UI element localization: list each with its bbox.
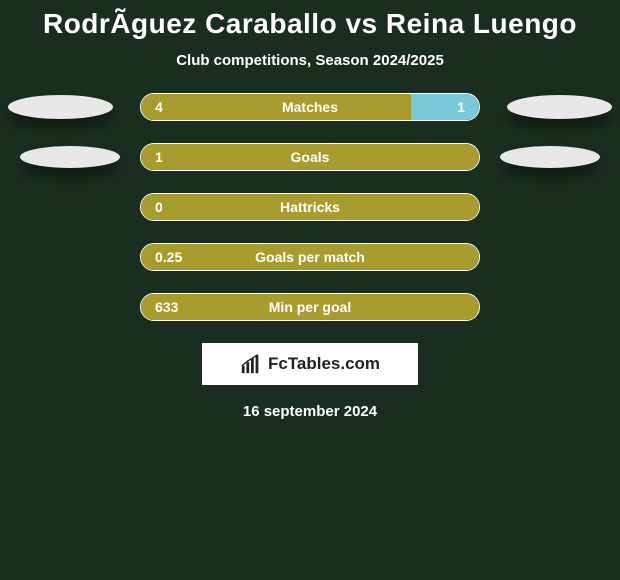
subtitle: Club competitions, Season 2024/2025 <box>0 52 620 69</box>
date-label: 16 september 2024 <box>0 403 620 420</box>
stat-bar: 633Min per goal <box>140 293 480 321</box>
stat-row: 633Min per goal <box>0 293 620 321</box>
logo-badge: FcTables.com <box>202 343 418 385</box>
stat-value-left: 4 <box>155 93 163 121</box>
stat-row: 0.25Goals per match <box>0 243 620 271</box>
player-shadow-right <box>507 95 612 119</box>
stat-value-left: 633 <box>155 293 178 321</box>
logo-text: FcTables.com <box>268 354 380 374</box>
comparison-card: RodrÃ­guez Caraballo vs Reina Luengo Clu… <box>0 0 620 420</box>
chart-icon <box>240 353 262 375</box>
stat-row: 1Goals <box>0 143 620 171</box>
bar-segment-left <box>141 294 479 320</box>
bar-segment-left <box>141 244 479 270</box>
stat-bar: 41Matches <box>140 93 480 121</box>
stats-list: 41Matches1Goals0Hattricks0.25Goals per m… <box>0 93 620 321</box>
bar-segment-left <box>141 94 411 120</box>
stat-value-left: 0.25 <box>155 243 182 271</box>
page-title: RodrÃ­guez Caraballo vs Reina Luengo <box>0 8 620 40</box>
player-shadow-right <box>500 146 600 168</box>
bar-segment-left <box>141 194 479 220</box>
stat-bar: 0Hattricks <box>140 193 480 221</box>
stat-row: 0Hattricks <box>0 193 620 221</box>
stat-row: 41Matches <box>0 93 620 121</box>
bar-segment-right <box>411 94 479 120</box>
player-shadow-left <box>20 146 120 168</box>
stat-bar: 0.25Goals per match <box>140 243 480 271</box>
stat-bar: 1Goals <box>140 143 480 171</box>
bar-segment-left <box>141 144 479 170</box>
stat-value-left: 1 <box>155 143 163 171</box>
player-shadow-left <box>8 95 113 119</box>
stat-value-right: 1 <box>457 93 465 121</box>
stat-value-left: 0 <box>155 193 163 221</box>
